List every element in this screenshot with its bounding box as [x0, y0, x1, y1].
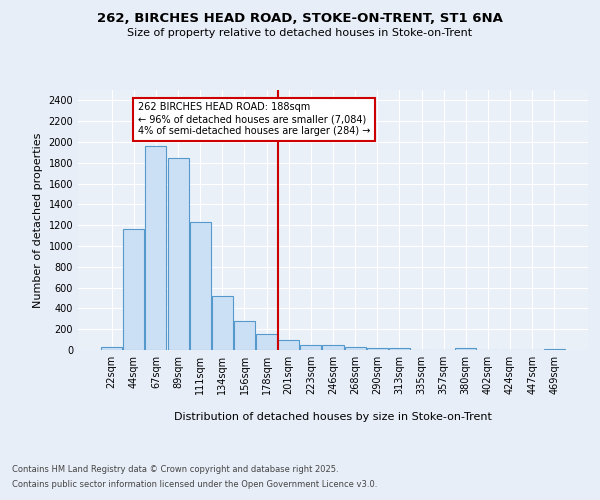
Bar: [124, 230, 145, 350]
Bar: [212, 296, 233, 350]
Bar: [278, 340, 299, 350]
Text: 262, BIRCHES HEAD ROAD, STOKE-ON-TRENT, ST1 6NA: 262, BIRCHES HEAD ROAD, STOKE-ON-TRENT, …: [97, 12, 503, 26]
Bar: [544, 349, 565, 350]
Bar: [145, 146, 166, 350]
Text: Contains public sector information licensed under the Open Government Licence v3: Contains public sector information licen…: [12, 480, 377, 489]
Bar: [167, 158, 188, 350]
Y-axis label: Number of detached properties: Number of detached properties: [33, 132, 43, 308]
Text: 262 BIRCHES HEAD ROAD: 188sqm
← 96% of detached houses are smaller (7,084)
4% of: 262 BIRCHES HEAD ROAD: 188sqm ← 96% of d…: [138, 102, 371, 136]
Bar: [256, 334, 277, 350]
Bar: [190, 222, 211, 350]
Text: Contains HM Land Registry data © Crown copyright and database right 2025.: Contains HM Land Registry data © Crown c…: [12, 465, 338, 474]
Bar: [344, 347, 365, 350]
Bar: [322, 346, 344, 350]
Text: Size of property relative to detached houses in Stoke-on-Trent: Size of property relative to detached ho…: [127, 28, 473, 38]
Bar: [234, 322, 255, 350]
Bar: [367, 348, 388, 350]
Bar: [455, 348, 476, 350]
Bar: [101, 347, 122, 350]
Bar: [389, 348, 410, 350]
Text: Distribution of detached houses by size in Stoke-on-Trent: Distribution of detached houses by size …: [174, 412, 492, 422]
Bar: [301, 345, 322, 350]
